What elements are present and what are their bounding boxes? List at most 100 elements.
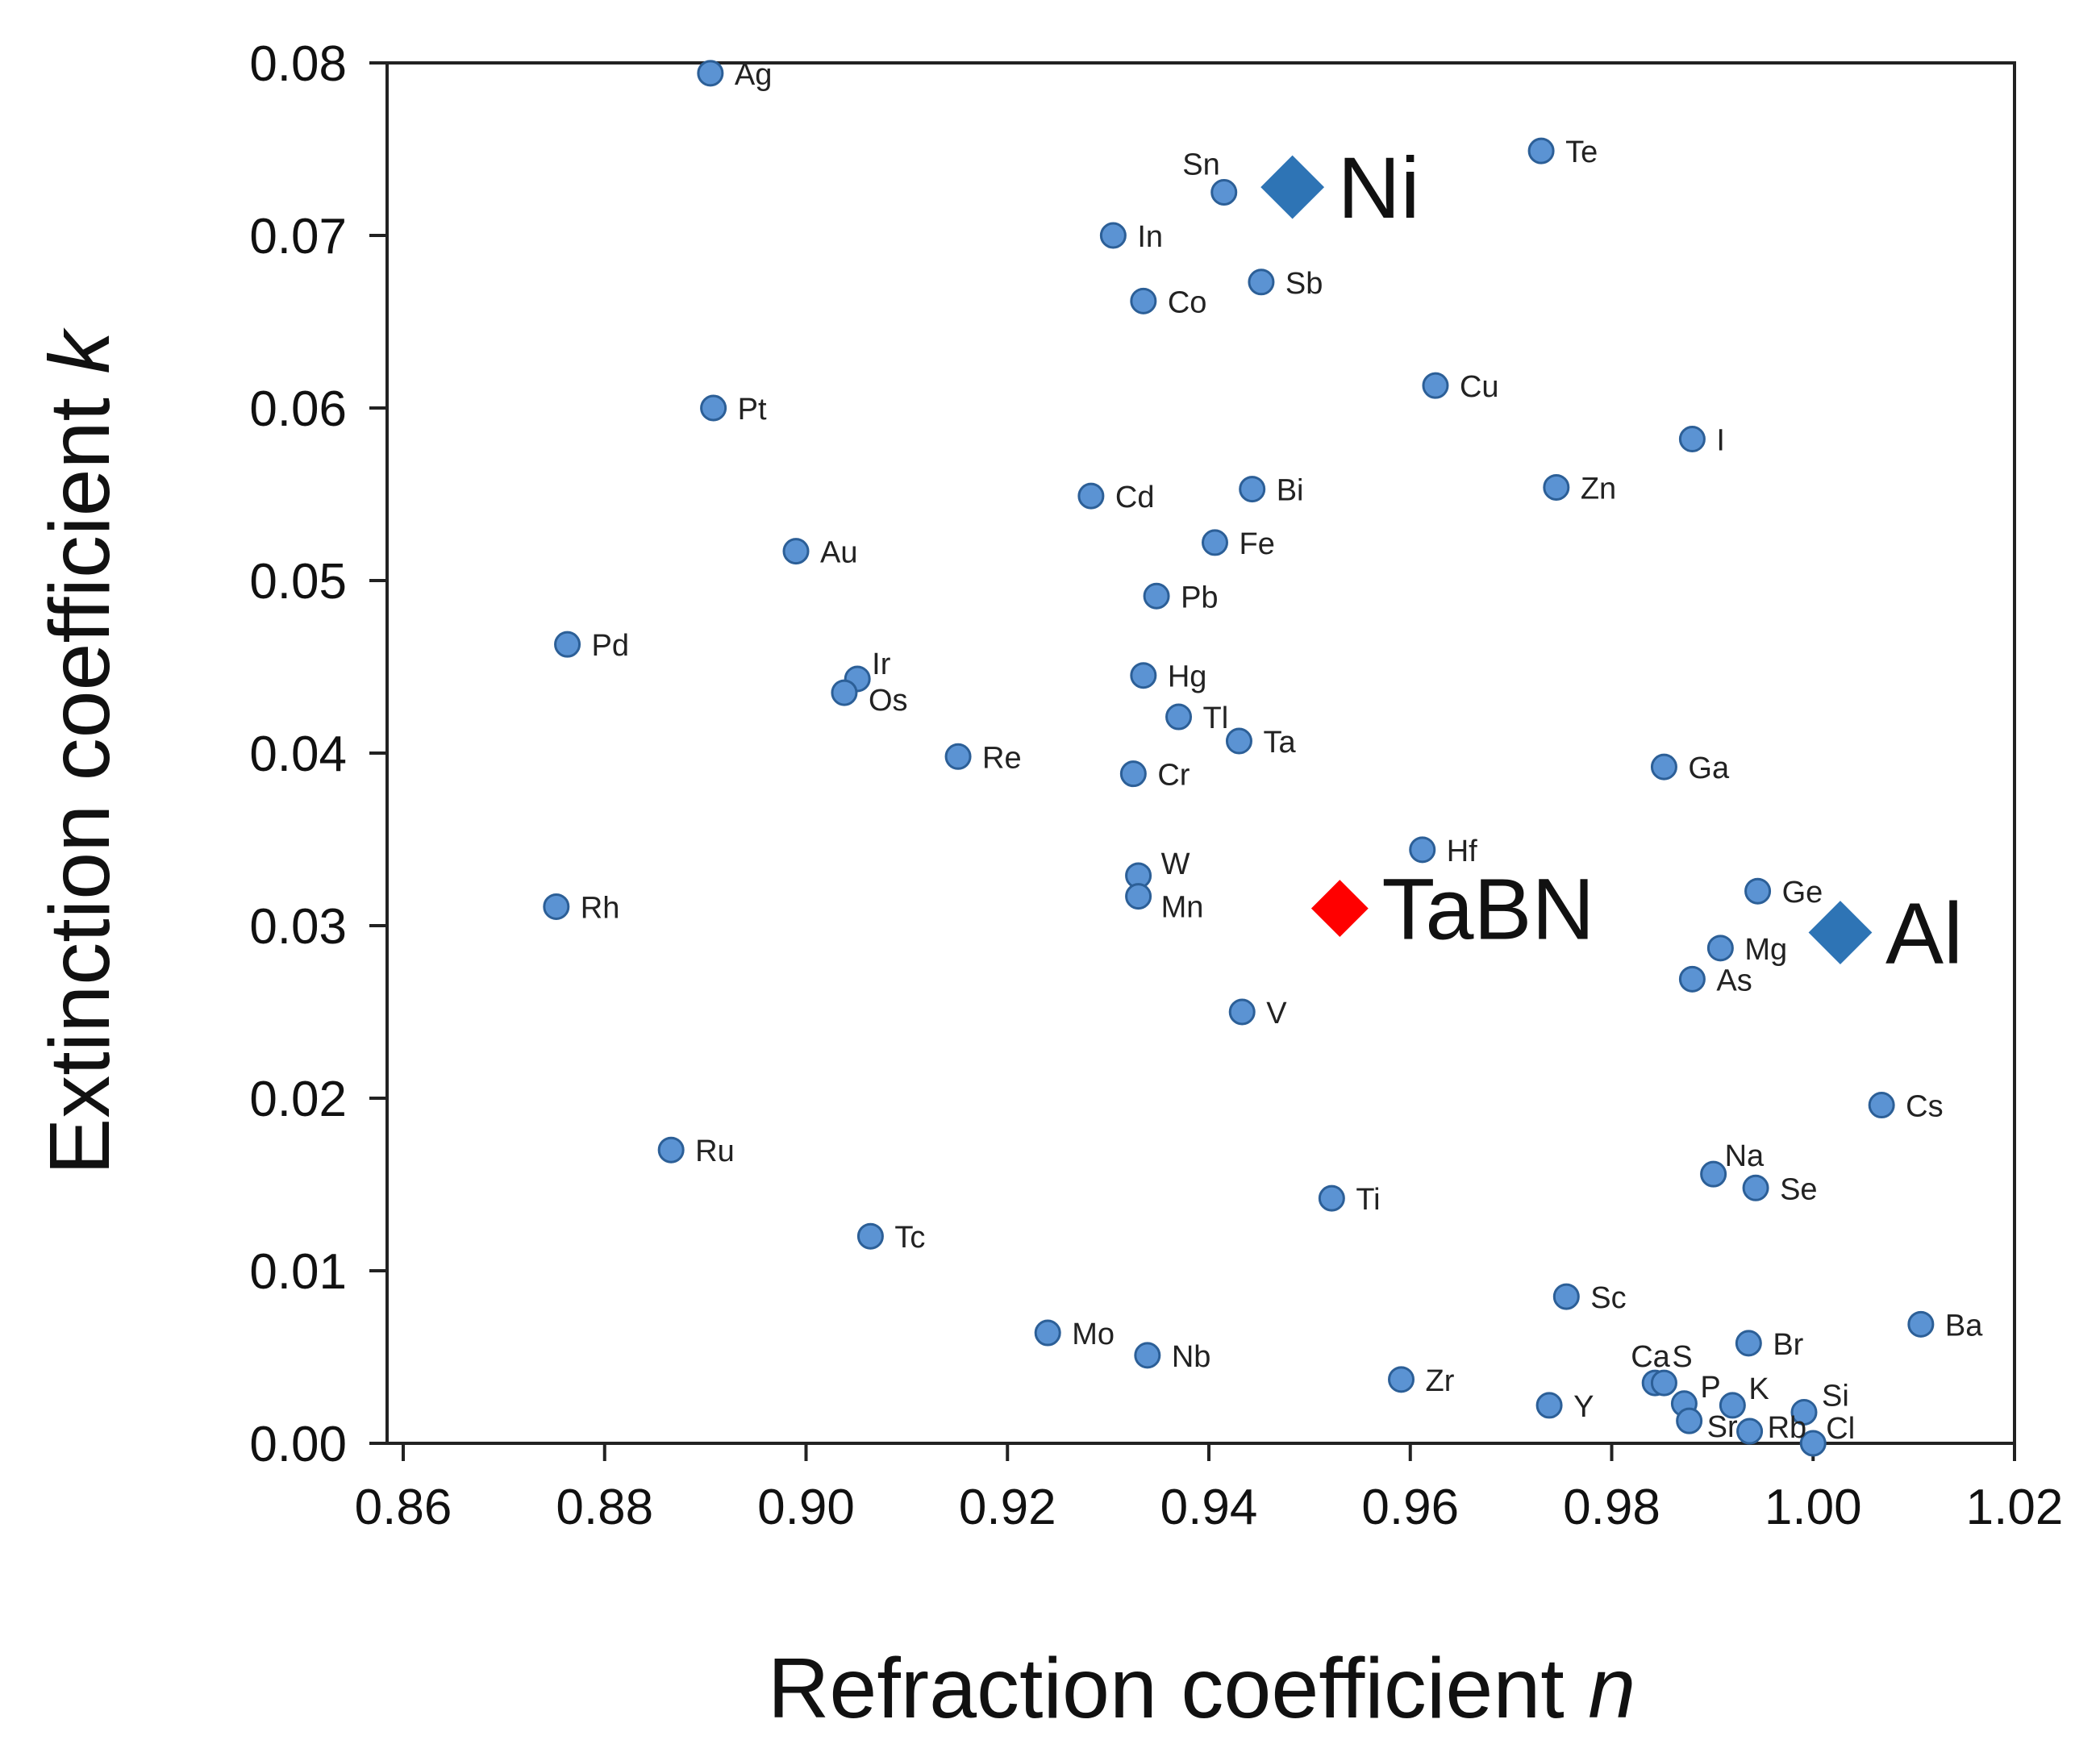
label-ru: Ru — [695, 1134, 735, 1168]
y-axis-title: Extinction coefficient k — [32, 327, 127, 1176]
point-rh — [543, 893, 570, 920]
label-bi: Bi — [1277, 474, 1304, 508]
label-in: In — [1137, 220, 1163, 254]
label-rh: Rh — [581, 891, 620, 925]
label-mg: Mg — [1744, 933, 1787, 967]
label-te: Te — [1565, 135, 1598, 169]
point-hf — [1409, 836, 1436, 864]
label-ir: Ir — [872, 647, 891, 681]
y-tick-label: 0.06 — [249, 381, 347, 437]
point-na — [1700, 1160, 1727, 1188]
label-ca: Ca — [1631, 1340, 1670, 1374]
label-re: Re — [982, 741, 1022, 775]
x-tick-label: 1.00 — [1765, 1480, 1862, 1535]
point-br — [1735, 1330, 1762, 1357]
highlight-al — [1808, 901, 1873, 964]
point-in — [1099, 222, 1127, 249]
x-tick-label: 0.92 — [959, 1480, 1056, 1535]
point-rb — [1736, 1418, 1764, 1445]
highlight-label-tabn: TaBN — [1381, 860, 1594, 958]
point-hg — [1130, 662, 1157, 689]
data-points — [543, 60, 1935, 1457]
point-te — [1527, 137, 1555, 164]
highlight-label-al: Al — [1885, 885, 1963, 982]
label-mo: Mo — [1072, 1318, 1115, 1351]
label-ge: Ge — [1782, 876, 1823, 910]
highlight-tabn — [1310, 880, 1369, 938]
label-cs: Cs — [1906, 1090, 1943, 1124]
point-sc — [1552, 1283, 1580, 1310]
label-si: Si — [1822, 1379, 1849, 1413]
point-tc — [856, 1222, 884, 1250]
point-cd — [1077, 482, 1105, 510]
label-cd: Cd — [1115, 481, 1155, 514]
point-cs — [1868, 1092, 1895, 1119]
point-mo — [1034, 1319, 1061, 1347]
point-k — [1719, 1392, 1746, 1419]
point-si — [1790, 1398, 1818, 1426]
point-cl — [1799, 1430, 1827, 1457]
label-au: Au — [820, 536, 857, 570]
point-as — [1678, 965, 1706, 993]
label-ga: Ga — [1688, 751, 1730, 785]
point-ti — [1318, 1184, 1345, 1212]
label-tl: Tl — [1203, 701, 1229, 735]
point-cu — [1422, 372, 1449, 399]
point-bi — [1239, 476, 1266, 503]
point-zn — [1543, 473, 1570, 501]
point-se — [1742, 1174, 1769, 1201]
label-pt: Pt — [738, 393, 767, 427]
label-os: Os — [869, 684, 908, 718]
y-tick-label: 0.00 — [249, 1417, 347, 1472]
label-w: W — [1161, 847, 1190, 881]
plot-frame — [385, 61, 2016, 1445]
point-mg — [1706, 935, 1734, 962]
point-sr — [1676, 1407, 1703, 1434]
label-mn: Mn — [1161, 891, 1204, 925]
point-pt — [700, 394, 727, 422]
x-tick-label: 1.02 — [1966, 1480, 2064, 1535]
label-hg: Hg — [1168, 660, 1207, 694]
y-tick-label: 0.03 — [249, 899, 347, 955]
y-tick-label: 0.08 — [249, 36, 347, 92]
y-tick-label: 0.04 — [249, 726, 347, 782]
point-s — [1650, 1369, 1677, 1397]
point-au — [782, 538, 810, 565]
point-sn — [1210, 179, 1238, 206]
label-as: As — [1716, 964, 1752, 997]
label-se: Se — [1780, 1172, 1817, 1206]
point-zr — [1388, 1366, 1415, 1393]
point-pd — [554, 631, 581, 658]
label-pd: Pd — [592, 629, 629, 663]
point-ag — [697, 60, 724, 87]
label-nb: Nb — [1172, 1340, 1211, 1374]
label-zn: Zn — [1581, 472, 1616, 506]
label-cl: Cl — [1826, 1412, 1855, 1446]
point-cr — [1119, 760, 1147, 788]
point-ga — [1650, 753, 1677, 781]
point-nb — [1134, 1342, 1161, 1369]
point-i — [1678, 426, 1706, 453]
label-fe: Fe — [1239, 527, 1274, 561]
x-tick-label: 0.90 — [757, 1480, 855, 1535]
y-tick-label: 0.07 — [249, 209, 347, 264]
label-sr: Sr — [1707, 1410, 1738, 1444]
highlight-points: Ni Al TaBN — [1260, 139, 1963, 982]
highlight-ni — [1260, 155, 1325, 219]
label-na: Na — [1725, 1139, 1765, 1173]
label-y: Y — [1573, 1390, 1594, 1424]
y-tick-label: 0.05 — [249, 554, 347, 610]
x-tick-label: 0.94 — [1160, 1480, 1258, 1535]
label-rb: Rb — [1768, 1411, 1807, 1445]
point-ta — [1225, 727, 1252, 755]
x-tick-label: 0.86 — [355, 1480, 452, 1535]
point-co — [1130, 287, 1157, 314]
point-sb — [1248, 269, 1275, 296]
label-ba: Ba — [1945, 1309, 1983, 1343]
label-sn: Sn — [1182, 148, 1219, 182]
label-sb: Sb — [1285, 267, 1323, 301]
point-ge — [1744, 877, 1772, 905]
point-ru — [657, 1136, 685, 1164]
